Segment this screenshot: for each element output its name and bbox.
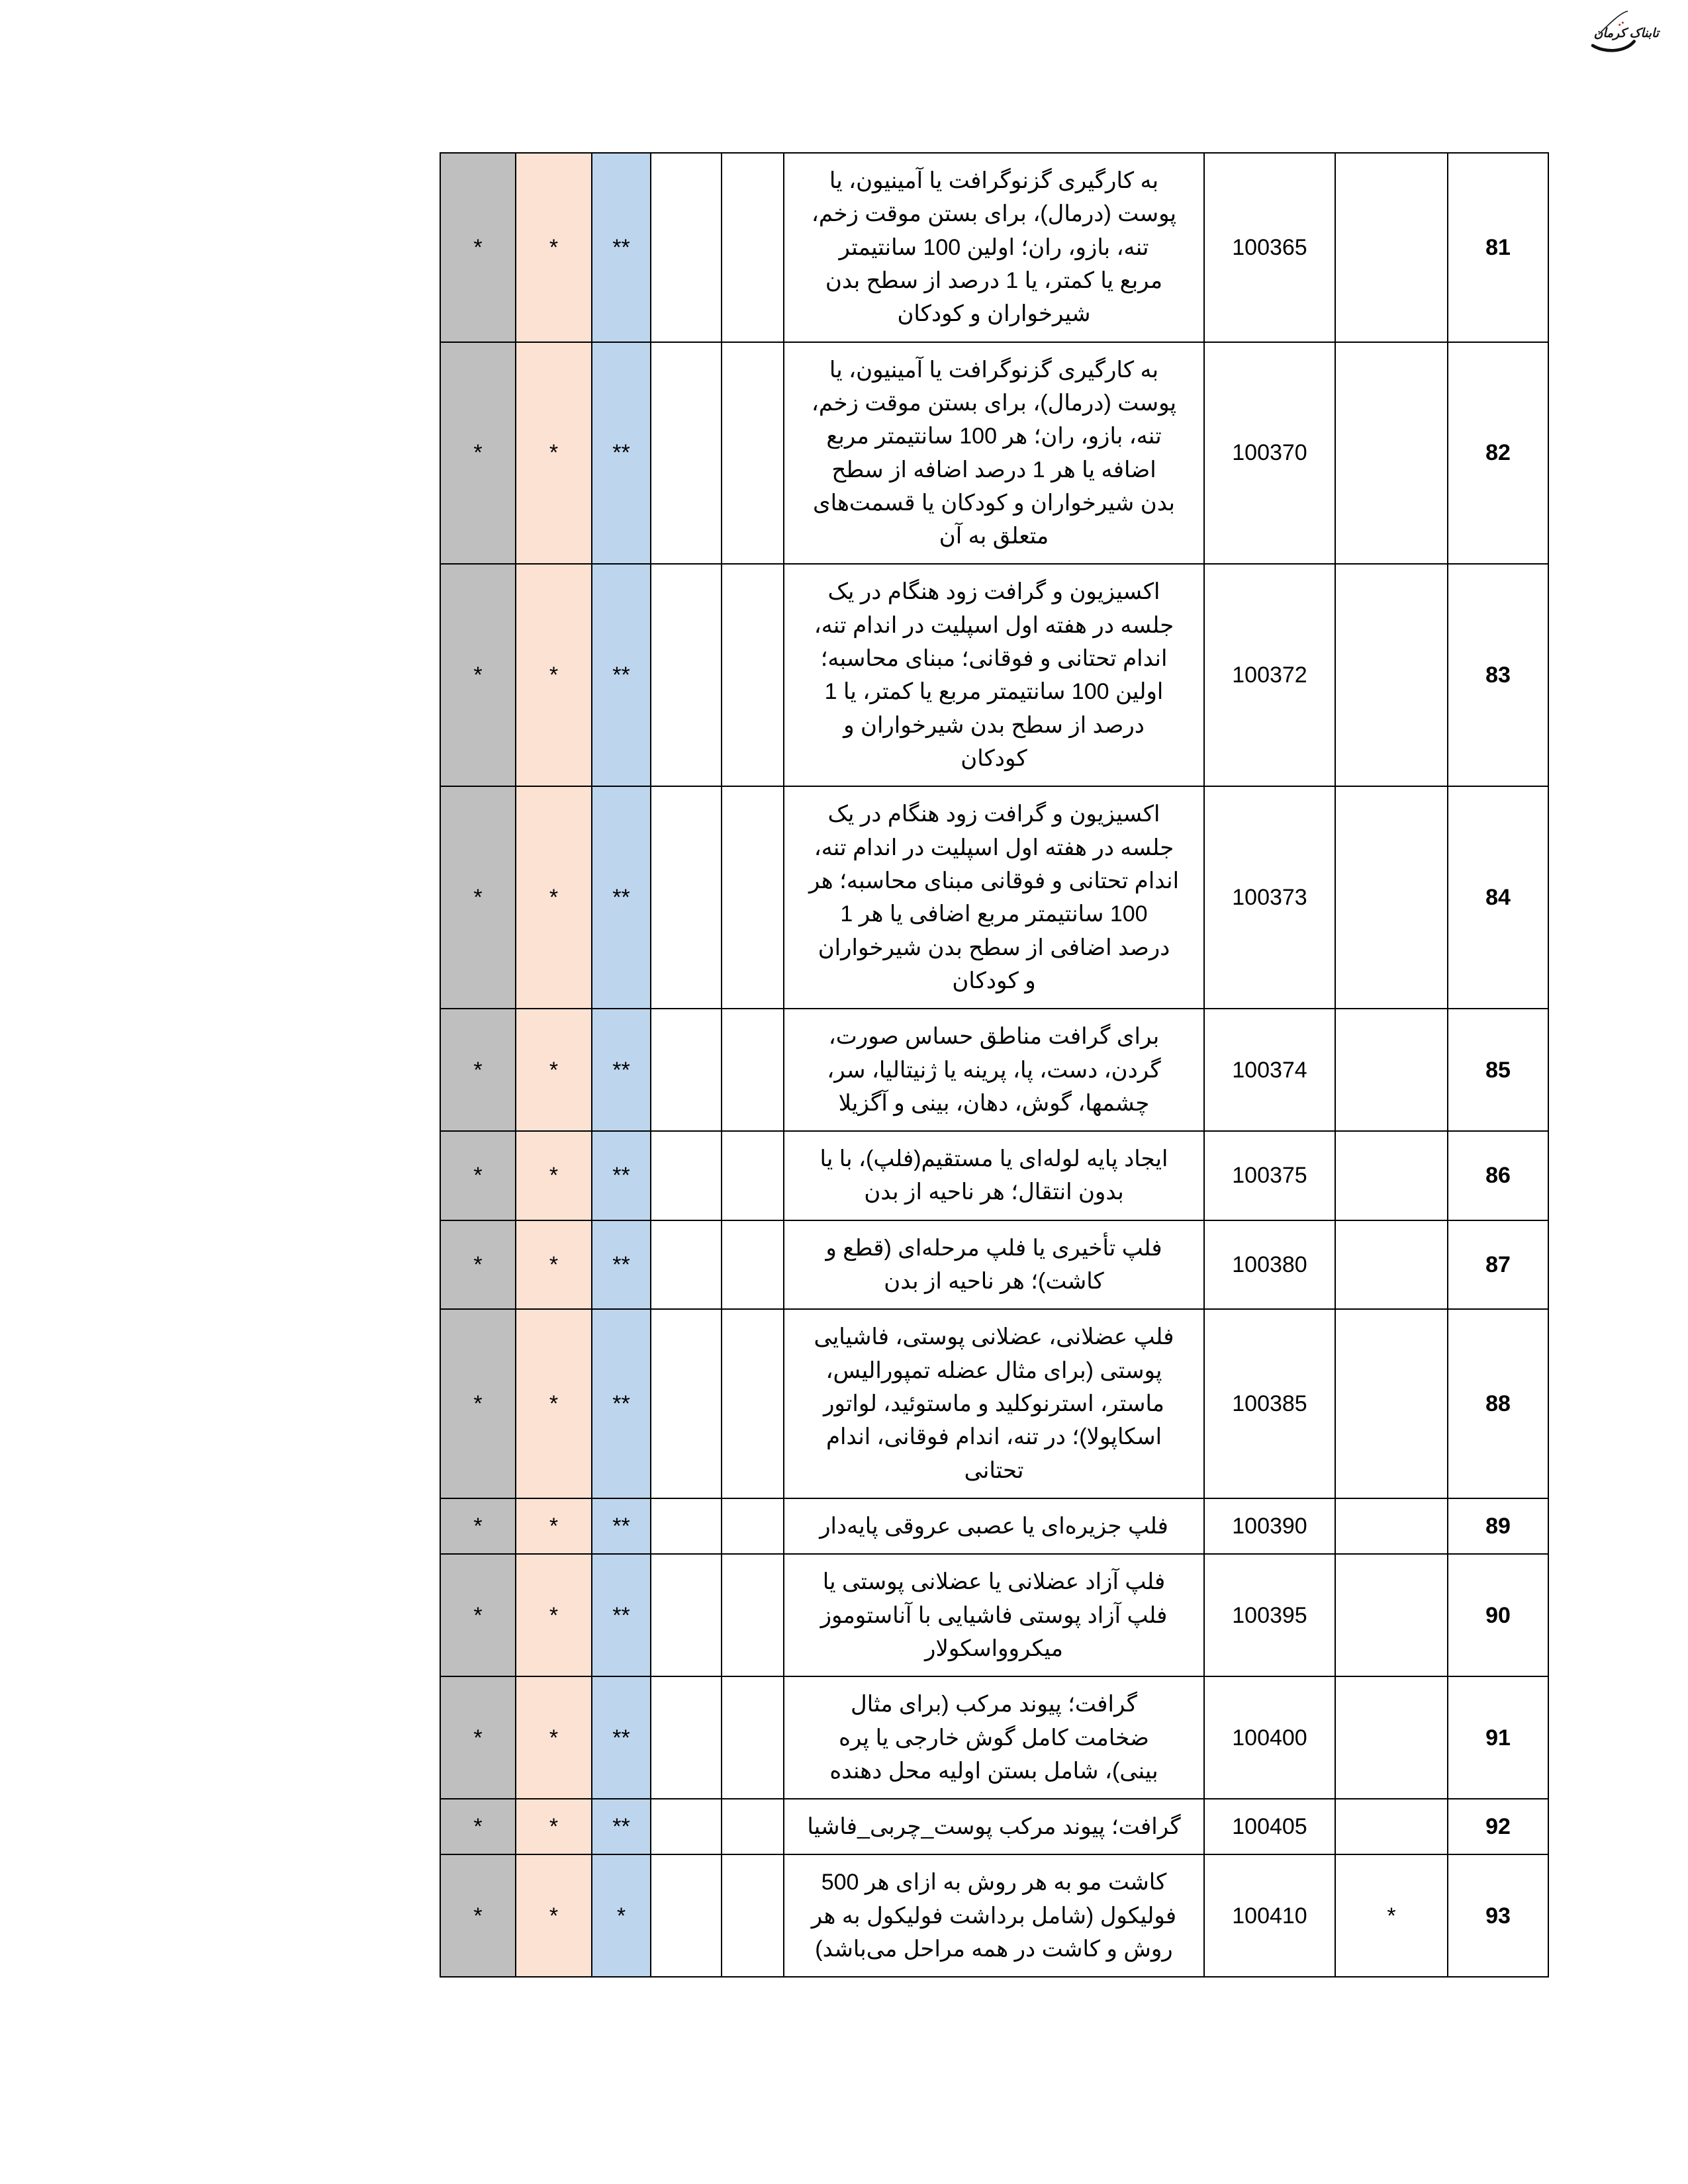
svg-text:تابناک کرمان: تابناک کرمان bbox=[1594, 26, 1661, 40]
